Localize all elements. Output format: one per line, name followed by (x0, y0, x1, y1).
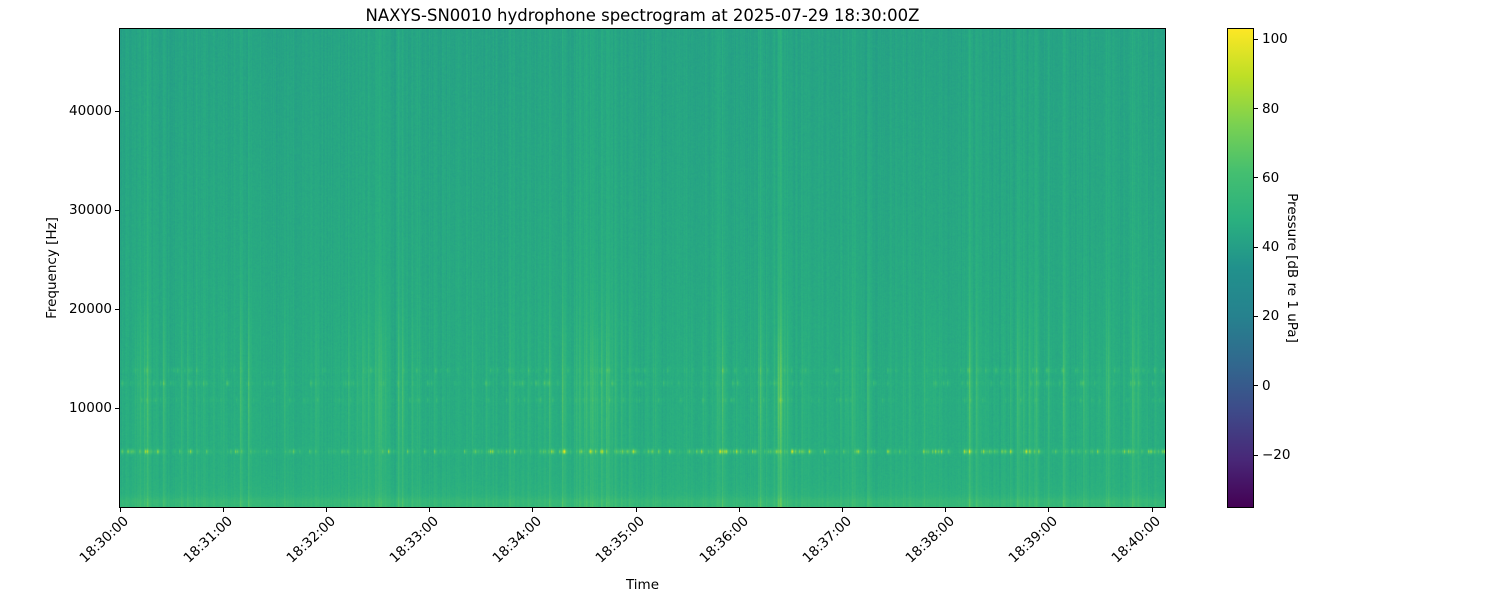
colorbar-tick-label: 100 (1262, 31, 1288, 48)
x-tick-label: 18:32:00 (283, 513, 339, 567)
x-tick-label: 18:38:00 (902, 513, 958, 567)
colorbar-tick (1254, 454, 1258, 456)
colorbar-tick-label: 20 (1262, 308, 1280, 325)
colorbar-tick-label: 0 (1262, 377, 1271, 394)
x-tick-label: 18:33:00 (386, 513, 442, 567)
y-tick-label: 40000 (69, 103, 112, 120)
y-axis-label: Frequency [Hz] (44, 217, 60, 319)
x-tick-label: 18:31:00 (180, 513, 236, 567)
colorbar-tick (1254, 177, 1258, 179)
x-tick (532, 508, 534, 512)
colorbar-tick (1254, 385, 1258, 387)
x-tick-label: 18:35:00 (592, 513, 649, 567)
colorbar-tick (1254, 246, 1258, 248)
x-tick (738, 508, 740, 512)
x-tick (119, 508, 121, 512)
spectrogram-heatmap (120, 29, 1165, 507)
x-tick (945, 508, 947, 512)
colorbar-tick (1254, 108, 1258, 110)
x-tick (325, 508, 327, 512)
colorbar-tick-label: 40 (1262, 239, 1280, 256)
colorbar-tick-label: 60 (1262, 169, 1280, 186)
x-tick-label: 18:34:00 (489, 513, 546, 567)
plot-area (119, 28, 1166, 508)
y-tick-label: 20000 (69, 301, 112, 318)
colorbar-tick-label: 80 (1262, 100, 1280, 117)
x-tick-label: 18:36:00 (696, 513, 752, 567)
x-tick (429, 508, 431, 512)
x-tick-label: 18:39:00 (1005, 513, 1062, 567)
colorbar-tick-label: −20 (1262, 447, 1291, 464)
y-tick-label: 10000 (69, 400, 112, 417)
x-tick-label: 18:37:00 (799, 513, 855, 567)
x-tick (1151, 508, 1153, 512)
x-tick (1048, 508, 1050, 512)
colorbar-tick (1254, 38, 1258, 40)
colorbar (1227, 28, 1254, 508)
y-tick-label: 30000 (69, 202, 112, 219)
x-tick-label: 18:40:00 (1108, 513, 1165, 567)
chart-title: NAXYS-SN0010 hydrophone spectrogram at 2… (365, 6, 920, 25)
colorbar-tick (1254, 315, 1258, 317)
x-tick (841, 508, 843, 512)
x-axis-label: Time (625, 577, 660, 593)
x-tick (222, 508, 224, 512)
x-tick (635, 508, 637, 512)
x-tick-label: 18:30:00 (76, 513, 133, 567)
colorbar-label: Pressure [dB re 1 uPa] (1284, 193, 1300, 343)
